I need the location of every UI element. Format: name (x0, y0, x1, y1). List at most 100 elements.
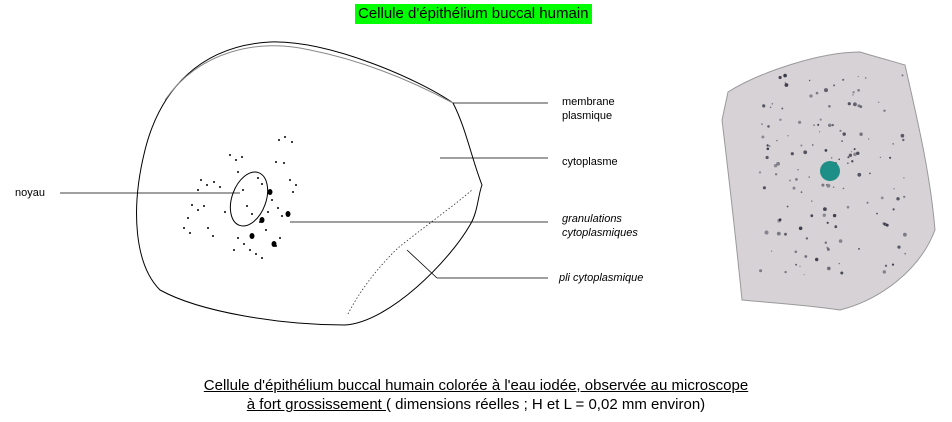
photo-speckle (832, 213, 837, 218)
photo-speckle (811, 200, 813, 202)
photo-speckle (789, 179, 791, 182)
photo-speckle (771, 103, 774, 105)
granule-dot (243, 243, 245, 245)
granule-dot (291, 141, 293, 143)
photo-speckle (803, 150, 808, 155)
photo-speckle (766, 144, 769, 147)
photo-speckle (812, 144, 814, 146)
granule-dot (200, 179, 202, 181)
granule-dot (242, 189, 244, 191)
photo-speckle (846, 205, 850, 209)
photo-speckle (868, 138, 870, 140)
photo-speckle (819, 131, 821, 133)
photo-speckle (877, 101, 880, 104)
photo-speckle (762, 104, 766, 108)
photo-speckle (768, 145, 771, 148)
granule-dot (233, 249, 235, 251)
cytoplasmic-fold (347, 189, 473, 315)
granule-dot (265, 229, 267, 231)
photo-speckle (840, 271, 844, 275)
photo-speckle (857, 104, 861, 108)
granule-dot (257, 177, 259, 179)
granule-dot (255, 253, 257, 255)
granule-dot (187, 217, 189, 219)
label-cytoplasme: cytoplasme (562, 156, 618, 168)
photo-speckle (889, 156, 892, 159)
photo-speckle (794, 250, 798, 254)
granule-dot (246, 205, 248, 207)
photo-speckle (778, 218, 782, 222)
label-membrane-line1: membrane (562, 96, 615, 108)
granule-dot (219, 186, 221, 188)
photo-speckle (842, 187, 845, 190)
photo-speckle (799, 265, 801, 267)
membrane-lip (164, 45, 454, 104)
photo-speckle (869, 172, 871, 175)
photo-speckle (761, 135, 765, 139)
photo-speckle (850, 151, 853, 153)
photo-speckle (882, 270, 886, 274)
photo-speckle (859, 105, 863, 108)
label-granulations-line2: cytoplasmiques (562, 227, 638, 239)
photo-speckle (795, 178, 798, 181)
photo-speckle (859, 132, 863, 136)
photo-speckle (831, 157, 833, 159)
photo-speckle (790, 152, 794, 156)
photo-speckle (817, 123, 820, 126)
photo-speckle (798, 226, 803, 231)
photo-speckle (800, 191, 803, 193)
photo-speckle (784, 232, 787, 236)
granule-dot (283, 162, 285, 164)
photo-speckle (847, 102, 851, 106)
micrograph-photo (721, 51, 936, 311)
page-title: Cellule d'épithélium buccal humain (355, 4, 592, 24)
photo-speckle (857, 89, 860, 92)
photo-speckle (852, 91, 855, 94)
photo-speckle (903, 177, 905, 179)
photo-speckle (766, 147, 770, 151)
photo-speckle (833, 84, 836, 87)
photo-speckle (828, 123, 832, 128)
photo-speckle (765, 155, 769, 160)
caption: Cellule d'épithélium buccal humain color… (0, 376, 952, 414)
granule-dot (212, 235, 214, 237)
photo-speckle (838, 239, 843, 243)
label-noyau: noyau (15, 187, 45, 199)
photo-speckle (831, 123, 834, 127)
photo-speckle (879, 156, 882, 159)
photo-speckle (852, 94, 854, 96)
photo-speckle (787, 135, 789, 137)
photo-speckle (851, 160, 854, 163)
photo-speckle (893, 188, 895, 190)
photo-speckle (853, 152, 857, 157)
granule-dot (241, 156, 243, 158)
photo-speckle (813, 124, 815, 126)
photo-speckle (892, 143, 895, 145)
photo-speckle (819, 118, 822, 121)
photo-speckle (864, 77, 867, 79)
granule-dot (235, 159, 237, 161)
granule-dot (271, 199, 273, 201)
granule-dot (289, 179, 291, 181)
granule-dot (295, 184, 297, 186)
photo-speckle (786, 205, 789, 208)
photo-speckle (822, 213, 826, 217)
photo-speckle (761, 123, 763, 125)
photo-speckle (847, 156, 850, 159)
photo-speckle (904, 252, 907, 255)
photo-speckle (805, 237, 809, 240)
photo-speckle (853, 102, 857, 107)
photo-speckle (774, 173, 778, 176)
photo-speckle (800, 144, 803, 147)
photo-speckle (784, 270, 787, 274)
photo-speckle (759, 269, 763, 273)
photo-speckle (798, 120, 802, 124)
photo-speckle (776, 231, 781, 236)
photo-speckle (903, 232, 907, 237)
photo-speckle (903, 195, 906, 198)
granule-dot (207, 227, 209, 229)
photo-speckle (803, 274, 805, 276)
granule-large (267, 189, 273, 195)
photo-speckle (892, 208, 895, 211)
photo-speckle (838, 158, 840, 161)
